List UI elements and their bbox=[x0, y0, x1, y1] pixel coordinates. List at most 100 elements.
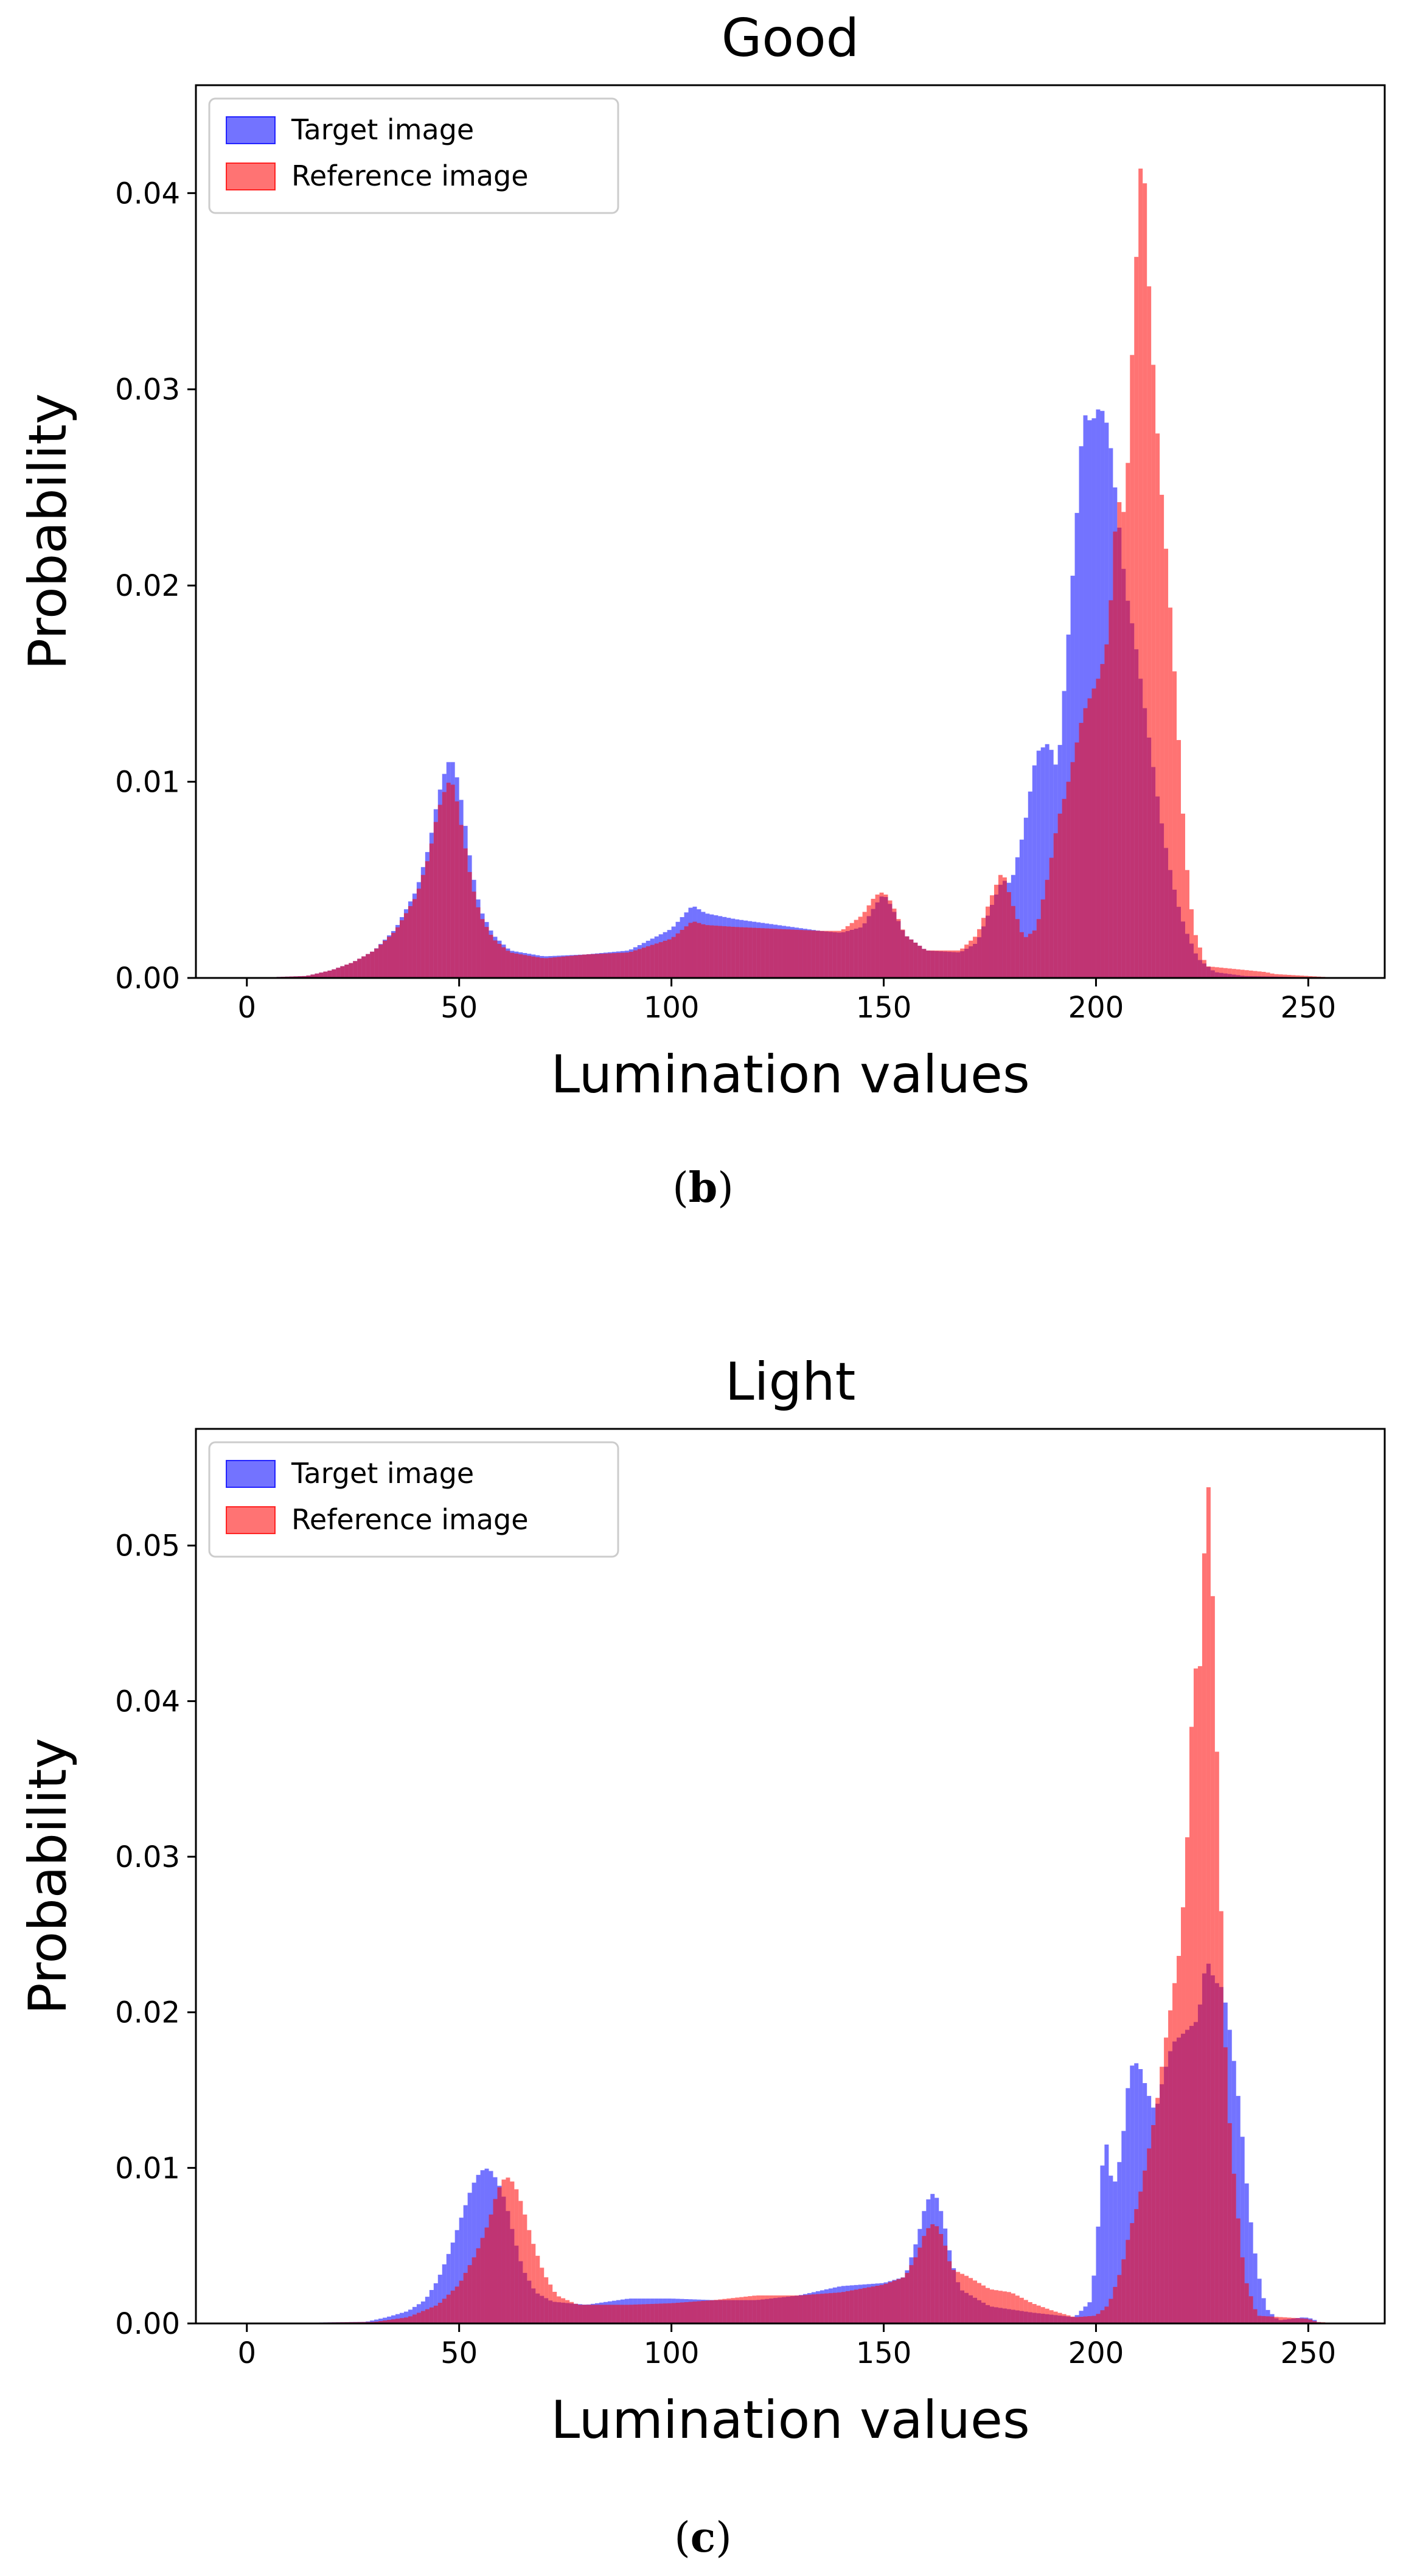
bar bbox=[484, 927, 489, 978]
bar bbox=[756, 2295, 761, 2323]
x-tick-label: 250 bbox=[1281, 991, 1337, 1025]
bar bbox=[412, 2314, 417, 2323]
bar bbox=[1177, 1956, 1182, 2323]
bar bbox=[824, 2293, 829, 2323]
bar bbox=[866, 905, 871, 978]
bar bbox=[1074, 742, 1079, 978]
bar bbox=[709, 925, 714, 978]
bar bbox=[875, 2286, 880, 2323]
bar bbox=[1291, 975, 1296, 978]
bar bbox=[1206, 1487, 1211, 2323]
bar bbox=[1295, 2318, 1300, 2323]
caption-letter: b bbox=[688, 1164, 718, 1212]
bar bbox=[892, 2280, 897, 2323]
bar bbox=[930, 950, 935, 978]
bar bbox=[628, 2305, 633, 2323]
bar bbox=[722, 2299, 727, 2323]
bar bbox=[960, 2274, 965, 2323]
bar bbox=[1117, 2275, 1122, 2323]
bar bbox=[900, 929, 905, 978]
y-tick-label: 0.02 bbox=[115, 569, 180, 603]
bar bbox=[1308, 2319, 1313, 2323]
bar bbox=[1253, 2309, 1258, 2323]
bar bbox=[1032, 765, 1037, 978]
bar bbox=[442, 2264, 447, 2323]
x-tick-label: 250 bbox=[1281, 2336, 1337, 2370]
bar bbox=[1104, 644, 1109, 978]
bar bbox=[1121, 512, 1126, 978]
bar bbox=[1130, 2223, 1135, 2323]
bar bbox=[1210, 1596, 1215, 2323]
bar bbox=[603, 953, 608, 978]
bar bbox=[1053, 2311, 1058, 2323]
bar bbox=[429, 2290, 434, 2323]
bar bbox=[866, 2287, 871, 2323]
bar bbox=[535, 2255, 540, 2323]
bar bbox=[391, 932, 395, 978]
bar bbox=[1214, 1751, 1219, 2323]
bar bbox=[1100, 2310, 1105, 2323]
bar bbox=[489, 935, 493, 978]
bar bbox=[952, 950, 956, 978]
bar bbox=[531, 956, 536, 978]
caption-close-paren: ) bbox=[717, 1164, 734, 1212]
bar bbox=[701, 924, 706, 978]
x-tick-label: 200 bbox=[1068, 2336, 1124, 2370]
bar bbox=[858, 916, 863, 978]
caption-close-paren: ) bbox=[715, 2514, 732, 2562]
bar bbox=[480, 919, 485, 978]
bar bbox=[892, 909, 897, 978]
bar bbox=[820, 2294, 824, 2323]
bar bbox=[1261, 971, 1266, 978]
bar bbox=[607, 953, 612, 978]
bar bbox=[336, 968, 341, 978]
bar bbox=[922, 949, 927, 978]
bar bbox=[459, 2218, 464, 2323]
bar bbox=[718, 926, 723, 978]
bar bbox=[896, 919, 901, 978]
bar bbox=[739, 2297, 744, 2323]
bar bbox=[1231, 2173, 1236, 2323]
bar bbox=[506, 2177, 510, 2323]
bar bbox=[1062, 2314, 1067, 2323]
bar bbox=[871, 2286, 875, 2323]
legend-box bbox=[208, 97, 619, 214]
bar bbox=[1130, 355, 1135, 978]
series-reference-bars bbox=[263, 169, 1334, 979]
bar bbox=[395, 2319, 400, 2323]
bar bbox=[1104, 2306, 1109, 2323]
bar bbox=[446, 783, 451, 978]
bar bbox=[977, 929, 982, 978]
bar bbox=[628, 951, 633, 978]
bar bbox=[714, 2300, 719, 2323]
bar bbox=[353, 961, 358, 978]
bar bbox=[1202, 1553, 1206, 2323]
bar bbox=[845, 2291, 850, 2323]
bar bbox=[497, 2187, 502, 2323]
bar bbox=[1143, 183, 1147, 979]
bar bbox=[1130, 2065, 1135, 2323]
bar bbox=[594, 2305, 599, 2323]
bar bbox=[748, 2296, 753, 2323]
bar bbox=[773, 2295, 778, 2323]
chart-title: Good bbox=[722, 8, 859, 69]
bar bbox=[1304, 976, 1309, 978]
bar bbox=[896, 2279, 901, 2323]
bar bbox=[782, 929, 787, 978]
bar bbox=[934, 950, 939, 978]
bar bbox=[1308, 976, 1313, 978]
bar bbox=[1193, 1668, 1198, 2323]
bar bbox=[934, 2226, 939, 2323]
bar bbox=[735, 927, 740, 978]
legend: Target image Reference image bbox=[208, 1441, 619, 1558]
bar bbox=[913, 942, 918, 978]
bar bbox=[858, 2289, 863, 2323]
bar bbox=[756, 927, 761, 978]
bar bbox=[718, 2299, 723, 2323]
bar bbox=[506, 951, 510, 978]
bar bbox=[454, 2286, 459, 2323]
bar bbox=[1248, 970, 1253, 978]
bar bbox=[743, 2296, 748, 2323]
bar bbox=[879, 2285, 884, 2323]
bar bbox=[798, 2295, 803, 2323]
